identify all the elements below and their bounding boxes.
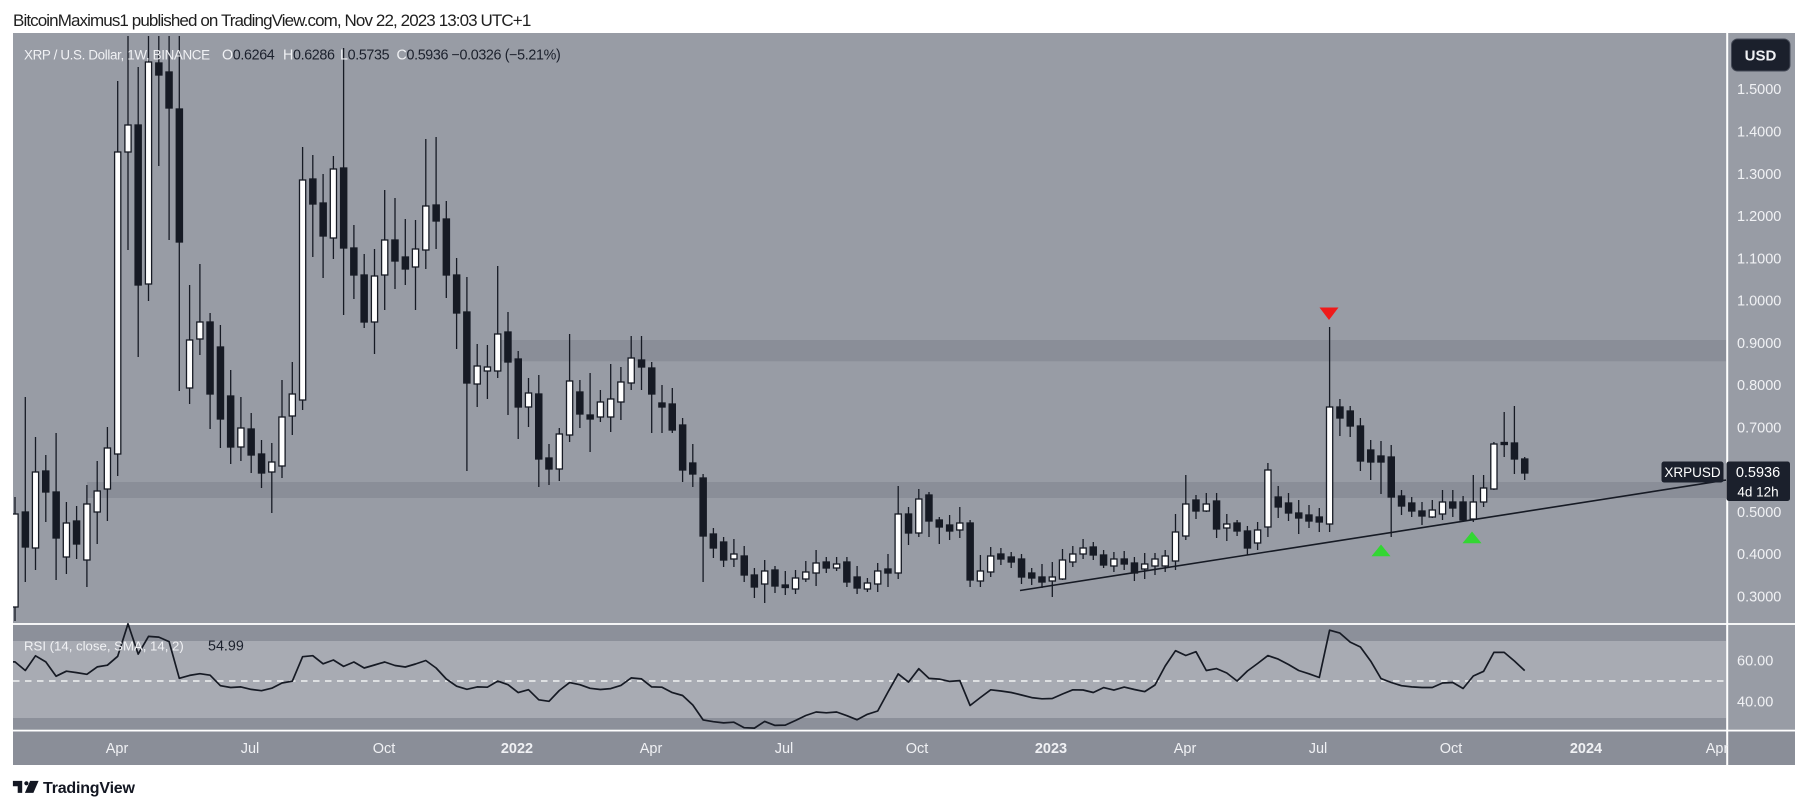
svg-text:0.3000: 0.3000: [1737, 589, 1781, 605]
svg-text:Jul: Jul: [1309, 741, 1328, 757]
svg-text:TradingView: TradingView: [43, 780, 136, 797]
svg-text:1.0000: 1.0000: [1737, 294, 1781, 310]
svg-text:RSI (14, close, SMA, 14, 2)54.: RSI (14, close, SMA, 14, 2) 54.99: [24, 639, 244, 655]
svg-text:1.4000: 1.4000: [1737, 125, 1781, 141]
svg-text:2024: 2024: [1570, 741, 1602, 757]
svg-text:1.2000: 1.2000: [1737, 209, 1781, 225]
svg-text:1.5000: 1.5000: [1737, 82, 1781, 98]
svg-text:0.8000: 0.8000: [1737, 378, 1781, 394]
svg-text:XRPUSD: XRPUSD: [1664, 465, 1721, 480]
svg-text:Apr: Apr: [106, 741, 129, 757]
svg-text:Jul: Jul: [241, 741, 260, 757]
svg-text:Apr: Apr: [1174, 741, 1197, 757]
svg-text:0.4000: 0.4000: [1737, 547, 1781, 563]
svg-text:1.1000: 1.1000: [1737, 251, 1781, 267]
svg-text:Oct: Oct: [1440, 741, 1463, 757]
svg-text:40.00: 40.00: [1737, 695, 1773, 711]
svg-text:4d 12h: 4d 12h: [1737, 485, 1778, 500]
svg-text:60.00: 60.00: [1737, 654, 1773, 670]
svg-text:2022: 2022: [501, 741, 533, 757]
svg-text:USD: USD: [1745, 48, 1777, 65]
svg-text:0.5000: 0.5000: [1737, 505, 1781, 521]
svg-text:0.5936: 0.5936: [1736, 465, 1780, 481]
svg-text:0.7000: 0.7000: [1737, 420, 1781, 436]
svg-text:Apr: Apr: [640, 741, 663, 757]
svg-text:2023: 2023: [1035, 741, 1067, 757]
svg-text:BitcoinMaximus1 published on T: BitcoinMaximus1 published on TradingView…: [13, 11, 531, 30]
svg-text:Oct: Oct: [373, 741, 396, 757]
svg-text:Oct: Oct: [906, 741, 929, 757]
svg-text:Apr: Apr: [1706, 741, 1729, 757]
svg-text:0.9000: 0.9000: [1737, 336, 1781, 352]
svg-text:1.3000: 1.3000: [1737, 167, 1781, 183]
svg-text:Jul: Jul: [775, 741, 794, 757]
svg-text:XRP / U.S. Dollar, 1W, BINANCE: XRP / U.S. Dollar, 1W, BINANCE O0.6264 H0…: [24, 48, 560, 64]
